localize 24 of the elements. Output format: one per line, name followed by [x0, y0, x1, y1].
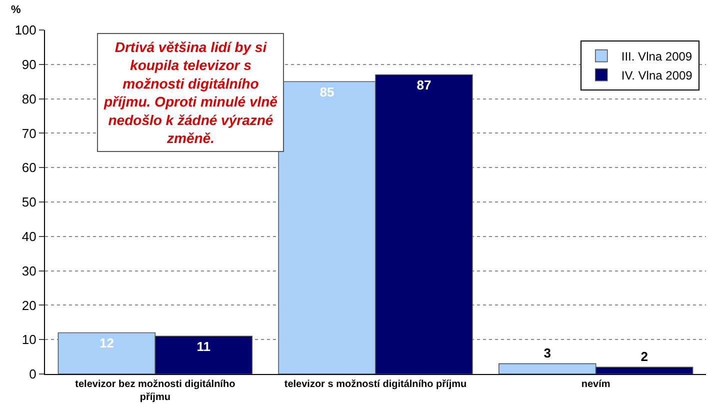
- annotation: Drtivá většina lidí by si koupila televizor s možnosti digitálního příjmu. Oproti minulé vlně nedošlo k žádné výrazné změně.: [103, 39, 278, 146]
- y-tick-label: 50: [22, 194, 36, 210]
- data-label: 3: [544, 346, 551, 361]
- y-tick-label: 70: [22, 126, 36, 141]
- y-tick-label: 40: [22, 228, 36, 244]
- y-tick-label: 80: [22, 91, 36, 106]
- legend-label: IV. Vlna 2009: [621, 68, 693, 82]
- legend-label: III. Vlna 2009: [621, 50, 692, 64]
- y-tick-label: 60: [22, 160, 36, 176]
- y-tick-label: 100: [14, 22, 36, 38]
- y-tick-label: 30: [22, 263, 36, 278]
- data-label: 87: [416, 78, 432, 93]
- data-label: 2: [640, 349, 648, 364]
- data-label: 11: [196, 339, 211, 354]
- data-label: 12: [99, 336, 114, 351]
- x-tick-label: televizor bez možnosti digitálního příjmu: [75, 379, 236, 403]
- x-tick-label: nevím: [581, 379, 610, 390]
- y-axis-title: %: [11, 4, 21, 16]
- y-tick-label: 0: [29, 366, 36, 382]
- y-tick-label: 20: [22, 298, 36, 313]
- data-label: 85: [320, 84, 334, 100]
- y-tick-label: 10: [22, 332, 36, 348]
- x-tick-label: televizor s možností digitálního příjmu: [284, 379, 467, 390]
- y-tick-label: 90: [22, 56, 36, 72]
